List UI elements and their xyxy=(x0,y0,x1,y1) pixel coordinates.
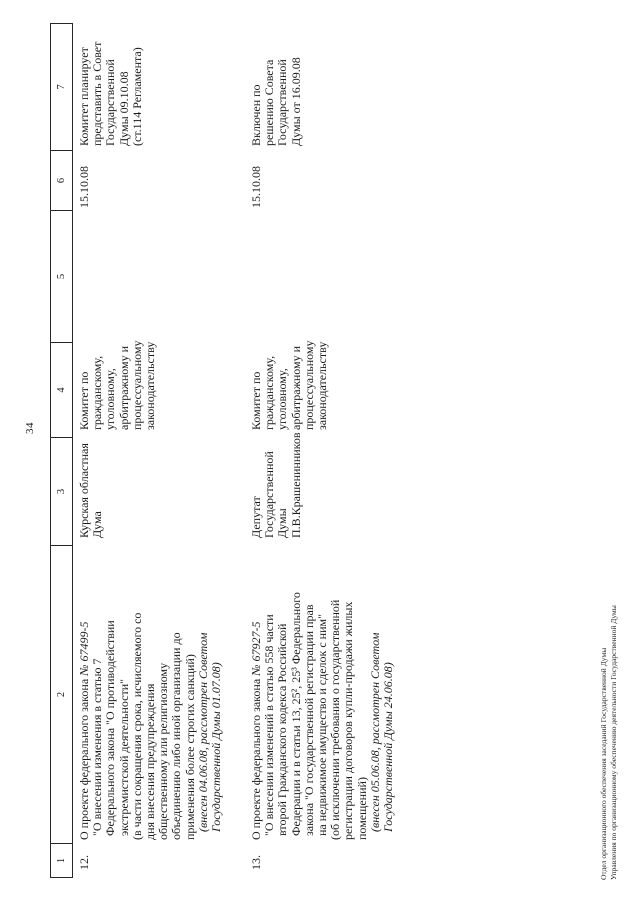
text-line: (ст.114 Регламента) xyxy=(129,47,144,146)
column-header-6: 6 xyxy=(50,150,73,210)
initiator: Курская областная Дума xyxy=(73,437,104,545)
text-line: законодательству xyxy=(143,341,158,430)
initiator: Депутат Государственной Думы П.В.Крашенинни… xyxy=(245,432,303,545)
table-row-13: 13. О проекте федерального закона № 6792… xyxy=(245,22,395,878)
text-line: законодательству xyxy=(315,341,330,430)
footer-line-1: Отдел организационного обеспечения засед… xyxy=(599,647,608,880)
column-header-3: 3 xyxy=(50,437,73,545)
page-number: 34 xyxy=(24,422,36,434)
responsible-committee: Комитет по гражданскому, уголовному, арбитр… xyxy=(73,341,158,437)
text-line: Дума xyxy=(90,511,105,538)
column-header-1: 1 xyxy=(50,843,73,878)
column-header-4: 4 xyxy=(50,342,73,437)
status-note: Комитет планирует представить в Совет Госу… xyxy=(73,23,144,150)
column-header-5: 5 xyxy=(50,210,73,342)
table-header-row: 1 2 3 4 5 6 7 xyxy=(50,22,73,878)
bill-title: О проекте федерального закона № 67927-5 "… xyxy=(245,545,395,843)
text-line: П.В.Крашенинников xyxy=(288,432,303,538)
bill-title: О проекте федерального закона № 67499-5 "… xyxy=(73,545,223,843)
consideration-date: 15.10.08 xyxy=(249,166,263,208)
empty-cell xyxy=(245,210,250,342)
row-number: 13. xyxy=(249,855,263,870)
text-line: Думы от 16.09.08 xyxy=(288,57,303,146)
column-header-2: 2 xyxy=(50,545,73,843)
row-number: 12. xyxy=(77,855,91,870)
law-drafts-table: 1 2 3 4 5 6 7 12. О проекте федерального… xyxy=(50,22,395,878)
responsible-committee: Комитет по гражданскому, уголовному, арбитр… xyxy=(245,341,330,437)
text-line: Государственной Думы 01.07.08) xyxy=(209,662,224,832)
empty-cell xyxy=(73,210,78,342)
table-row-12: 12. О проекте федерального закона № 6749… xyxy=(73,22,245,878)
status-note: Включен по решению Совета Государственной Д… xyxy=(245,23,303,150)
department-footer-note: Отдел организационного обеспечения засед… xyxy=(599,605,618,880)
consideration-date: 15.10.08 xyxy=(77,166,91,208)
text-line: Государственной Думы 24.06.08) xyxy=(381,662,396,832)
column-header-7: 7 xyxy=(50,23,73,150)
footer-line-2: Управления по организационному обеспечен… xyxy=(608,605,618,880)
